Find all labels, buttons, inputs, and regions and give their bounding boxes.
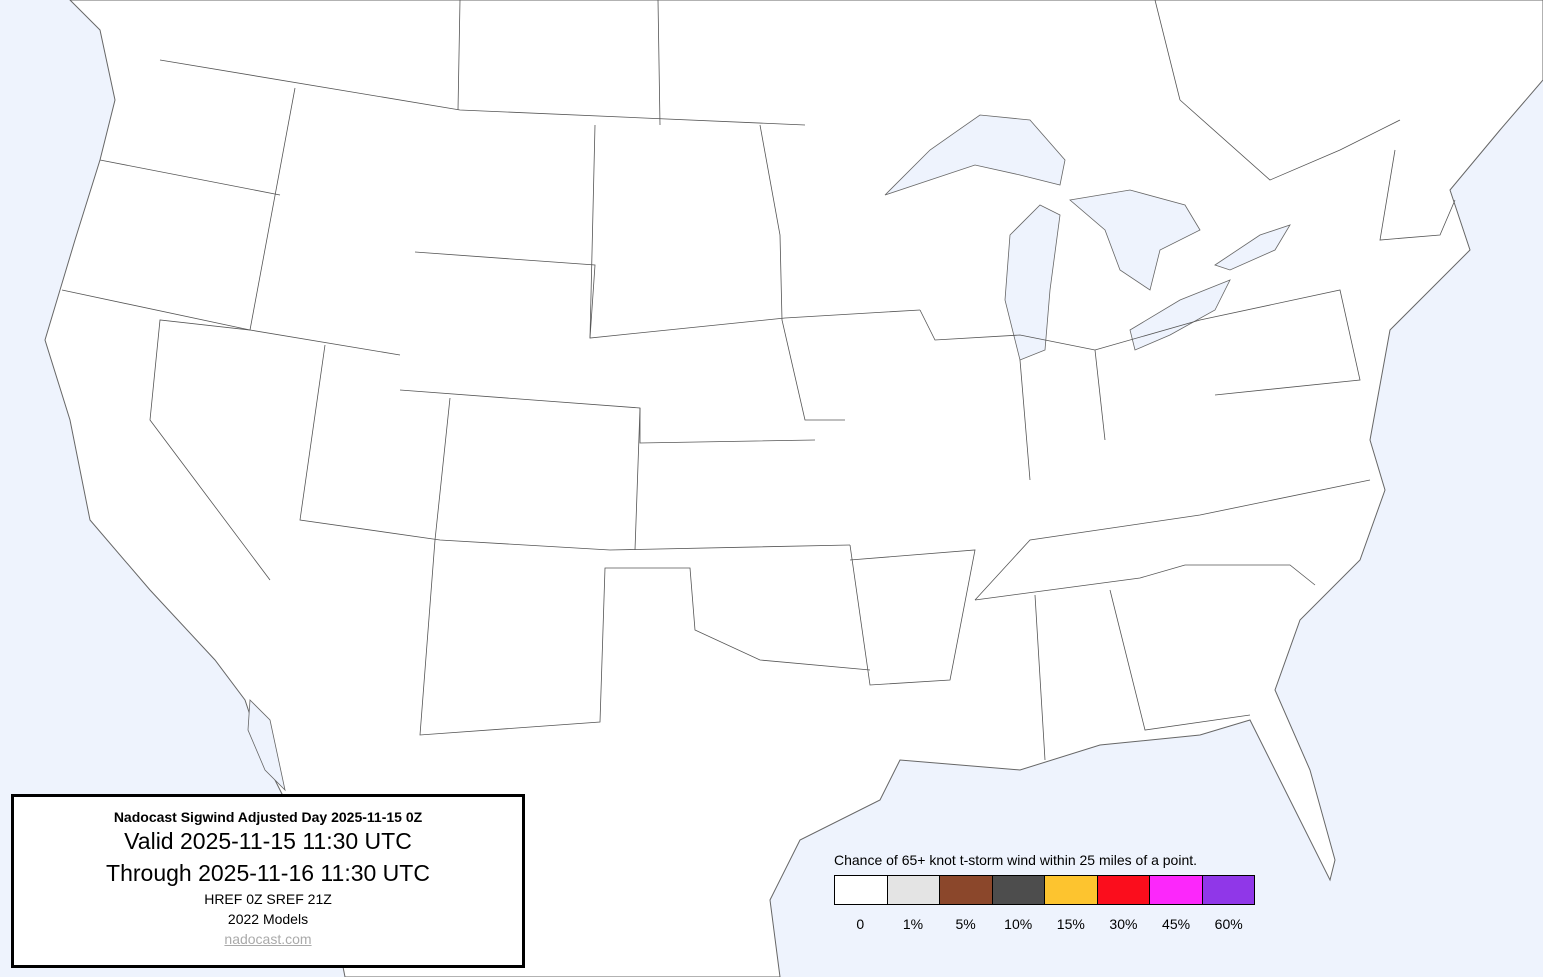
legend-swatch [1202, 876, 1254, 904]
legend-label: 10% [1004, 916, 1033, 932]
legend-label: 45% [1162, 916, 1191, 932]
forecast-title: Nadocast Sigwind Adjusted Day 2025-11-15… [113, 809, 423, 825]
through-time: Through 2025-11-16 11:30 UTC [106, 860, 430, 886]
legend-swatch [835, 876, 888, 904]
nadocast-link[interactable]: nadocast.com [224, 931, 312, 947]
legend-label: 30% [1109, 916, 1138, 932]
legend-label: 0 [856, 916, 865, 932]
model-version: 2022 Models [227, 911, 309, 927]
state-borders [61, 0, 1456, 761]
legend-swatch [887, 876, 940, 904]
legend-caption: Chance of 65+ knot t-storm wind within 2… [834, 852, 1198, 868]
valid-time: Valid 2025-11-15 11:30 UTC [124, 828, 412, 854]
legend-swatch [940, 876, 993, 904]
legend-labels: 0 1% 5% 10% 15% 30% 45% 60% [834, 916, 1255, 932]
legend-label: 15% [1056, 916, 1085, 932]
legend-swatch [1045, 876, 1098, 904]
legend-swatch [1150, 876, 1203, 904]
forecast-info-box: Nadocast Sigwind Adjusted Day 2025-11-15… [11, 794, 525, 968]
legend-swatch [1097, 876, 1150, 904]
legend-label: 1% [902, 916, 924, 932]
great-lakes [247, 114, 1291, 792]
legend-label: 5% [955, 916, 976, 932]
legend-label: 60% [1214, 916, 1243, 932]
legend-color-bar [834, 875, 1255, 905]
model-runs: HREF 0Z SREF 21Z [204, 891, 332, 907]
legend-swatch [992, 876, 1045, 904]
probability-legend: Chance of 65+ knot t-storm wind within 2… [834, 852, 1255, 932]
